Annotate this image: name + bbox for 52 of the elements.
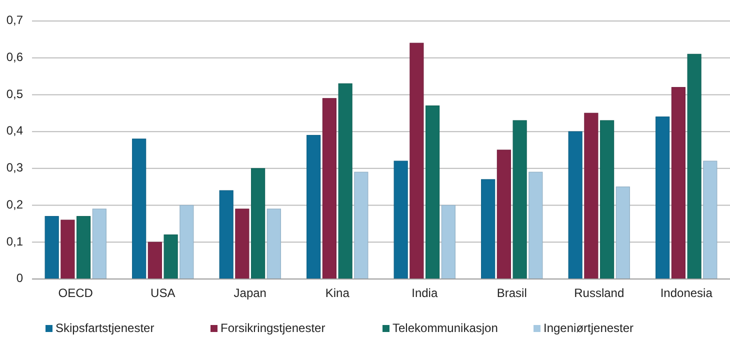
y-tick-label: 0,7 bbox=[6, 13, 24, 28]
bar bbox=[251, 168, 266, 280]
bar bbox=[266, 208, 281, 280]
bar bbox=[426, 105, 440, 280]
x-tick-label: Brasil bbox=[496, 286, 527, 300]
bar bbox=[306, 134, 321, 280]
y-tick-label: 0,4 bbox=[6, 124, 24, 138]
y-tick-label: 0 bbox=[16, 271, 24, 286]
bar bbox=[148, 242, 162, 280]
y-tick-label: 0,6 bbox=[6, 50, 24, 64]
bar bbox=[354, 172, 368, 280]
bar bbox=[528, 172, 543, 280]
y-tick-label: 0,5 bbox=[6, 86, 24, 101]
bar bbox=[44, 216, 59, 280]
bar bbox=[322, 98, 336, 280]
bar bbox=[441, 204, 456, 280]
x-tick-label: OECD bbox=[58, 286, 94, 300]
bar bbox=[394, 160, 408, 280]
bar bbox=[703, 160, 718, 280]
x-tick-label: USA bbox=[150, 286, 176, 300]
y-tick-label: 0,3 bbox=[6, 160, 24, 175]
legend-label: Ingeniørtjenester bbox=[544, 321, 634, 336]
bar bbox=[410, 42, 424, 280]
bar bbox=[235, 208, 250, 280]
bar bbox=[687, 54, 702, 280]
bar bbox=[219, 190, 234, 280]
bar bbox=[568, 131, 582, 280]
bar bbox=[76, 216, 91, 280]
bar bbox=[132, 138, 146, 280]
x-tick-label: Japan bbox=[234, 286, 266, 300]
legend-label: Telekommunikasjon bbox=[392, 321, 498, 336]
y-tick-label: 0,1 bbox=[6, 234, 24, 248]
bar bbox=[671, 87, 686, 280]
bar bbox=[180, 204, 194, 280]
legend-label: Skipsfartstjenester bbox=[56, 321, 154, 336]
bar bbox=[584, 112, 598, 280]
bar bbox=[600, 120, 614, 280]
x-tick-label: Russland bbox=[574, 286, 624, 300]
bar bbox=[656, 116, 670, 280]
bar bbox=[60, 220, 75, 280]
bar bbox=[92, 208, 106, 280]
bar bbox=[496, 150, 511, 280]
bar bbox=[512, 120, 527, 280]
bar bbox=[164, 234, 178, 280]
bar bbox=[338, 83, 352, 280]
x-tick-label: Indonesia bbox=[660, 286, 713, 300]
y-tick-label: 0,2 bbox=[6, 197, 24, 212]
legend-label: Forsikringstjenester bbox=[220, 321, 326, 336]
bar bbox=[481, 179, 496, 280]
x-tick-label: India bbox=[412, 286, 438, 300]
x-tick-label: Kina bbox=[325, 286, 350, 300]
bar bbox=[616, 186, 630, 280]
